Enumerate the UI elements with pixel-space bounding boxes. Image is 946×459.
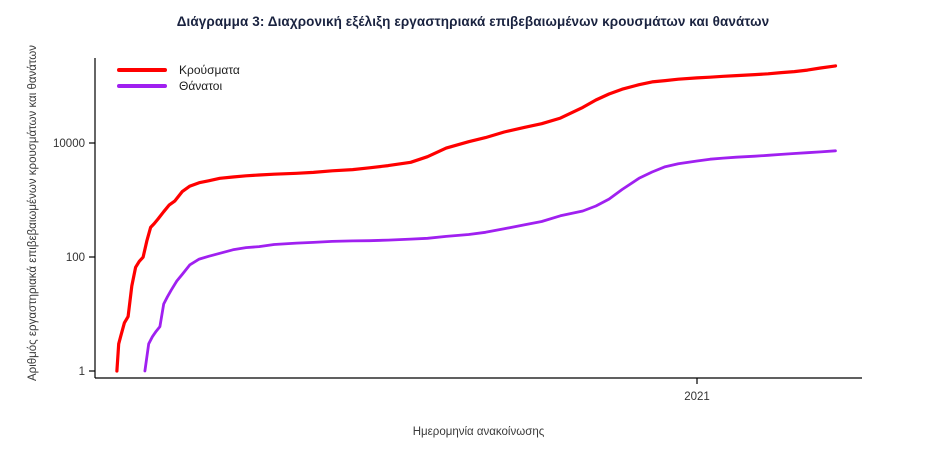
x-axis-label: Ημερομηνία ανακοίνωσης — [412, 426, 545, 438]
y-tick-label: 1 — [79, 366, 85, 378]
x-tick-label: 2021 — [684, 391, 710, 403]
y-tick-label: 10000 — [53, 138, 85, 150]
legend-label-cases: Κρούσματα — [179, 63, 240, 77]
chart-title: Διάγραμμα 3: Διαχρονική εξέλιξη εργαστηρ… — [176, 14, 770, 29]
legend-item-cases: Κρούσματα — [117, 62, 240, 78]
legend-label-deaths: Θάνατοι — [179, 79, 223, 93]
legend-item-deaths: Θάνατοι — [117, 78, 240, 94]
cases-line — [115, 64, 838, 373]
deaths-line-swatch — [117, 84, 167, 88]
legend: Κρούσματα Θάνατοι — [117, 62, 240, 94]
cases-line-swatch — [117, 68, 167, 72]
deaths-line — [143, 149, 837, 373]
y-tick-label: 100 — [66, 252, 85, 264]
